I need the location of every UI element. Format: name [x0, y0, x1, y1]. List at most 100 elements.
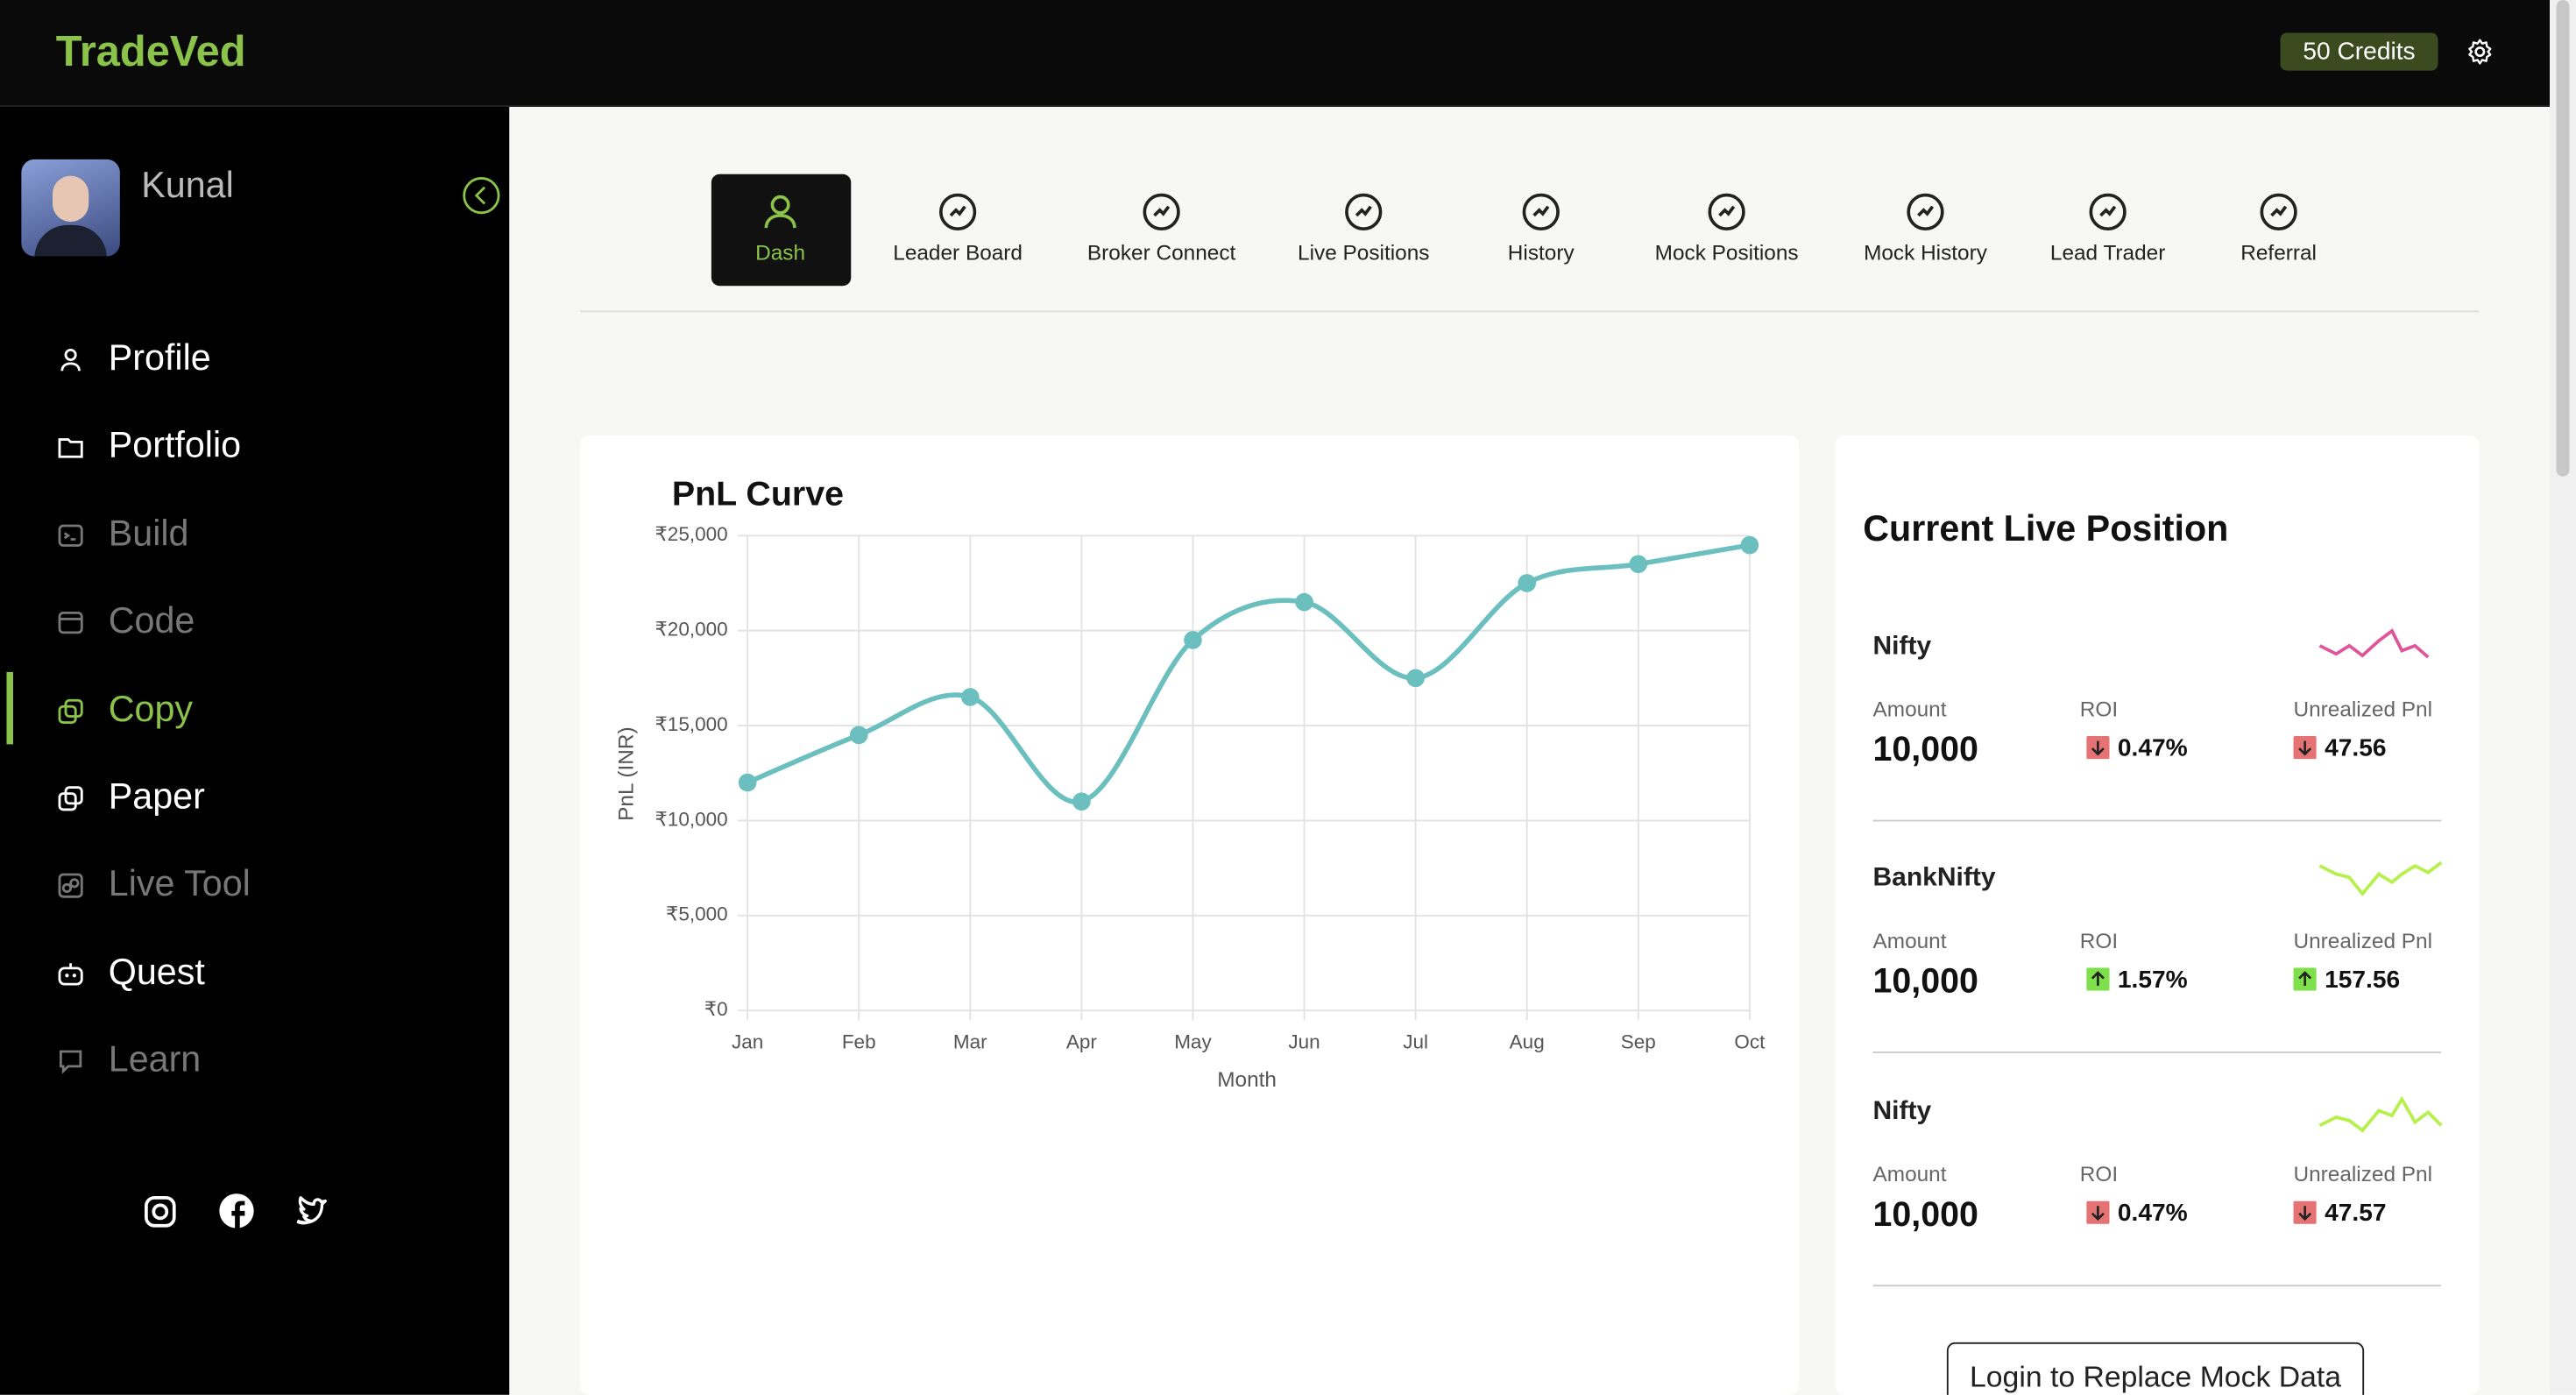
- x-axis-label: Month: [1217, 1068, 1277, 1092]
- twitter-icon[interactable]: [296, 1196, 327, 1225]
- tab[interactable]: Leader Board: [867, 174, 1048, 287]
- sidebar: [0, 106, 510, 1395]
- nav-item[interactable]: Portfolio: [56, 421, 450, 471]
- icon: [764, 195, 796, 229]
- social-icons: [145, 1193, 327, 1229]
- position-divider: [1872, 1052, 2442, 1054]
- nav-label: Profile: [108, 336, 211, 379]
- login-button[interactable]: Login to Replace Mock Data: [1946, 1342, 2365, 1395]
- pnl-value: 47.56: [2293, 734, 2387, 762]
- amount-label: Amount: [1872, 1160, 1947, 1186]
- roi-value: 0.47%: [2086, 734, 2188, 762]
- nav-item[interactable]: Build: [56, 509, 450, 558]
- icon: [1907, 193, 1944, 230]
- nav-label: Build: [108, 512, 189, 554]
- direction-arrow: [2293, 967, 2317, 992]
- x-tick-label: Jun: [1288, 1031, 1320, 1053]
- x-tick-label: Aug: [1510, 1031, 1545, 1053]
- amount-value: 10,000: [1872, 731, 1978, 769]
- roi-label: ROI: [2079, 697, 2119, 722]
- y-axis-label: PnL (INR): [615, 726, 639, 820]
- credits-badge[interactable]: 50 Credits: [2280, 32, 2438, 71]
- y-tick-label: ₹15,000: [655, 713, 727, 735]
- direction-arrow: [2086, 967, 2110, 992]
- tab[interactable]: Broker Connect: [1072, 174, 1252, 287]
- pnl-line: [747, 542, 1751, 805]
- nav-label: Live Tool: [108, 863, 251, 904]
- icon: [58, 438, 83, 459]
- tab-label: Referral: [2240, 239, 2317, 265]
- live-position-panel: Current Live Position Login to Replace M…: [1835, 435, 2480, 1395]
- data-point: [1406, 669, 1425, 688]
- roi-label: ROI: [2079, 1160, 2119, 1186]
- position-name: Nifty: [1872, 1096, 1932, 1125]
- y-tick-label: ₹5,000: [666, 903, 728, 925]
- pnl-label: Unrealized Pnl: [2293, 928, 2433, 954]
- settings-icon[interactable]: [2466, 38, 2494, 66]
- pnl-text: 47.57: [2325, 1198, 2387, 1227]
- facebook-icon[interactable]: [219, 1193, 254, 1229]
- tab[interactable]: Referral: [2189, 174, 2369, 287]
- nav-item[interactable]: Profile: [56, 334, 450, 383]
- nav-item[interactable]: Learn: [56, 1036, 450, 1085]
- roi-value: 1.57%: [2086, 967, 2188, 995]
- chart-title: PnL Curve: [672, 475, 844, 513]
- x-tick-label: Feb: [842, 1031, 876, 1053]
- data-point: [960, 688, 980, 706]
- icon: [58, 786, 83, 811]
- nav-item[interactable]: Copy: [56, 684, 450, 733]
- icon: [1143, 193, 1180, 230]
- pnl-text: 47.56: [2325, 734, 2387, 762]
- collapse-button[interactable]: [462, 176, 501, 216]
- nav-item[interactable]: Code: [56, 597, 450, 646]
- nav-label: Portfolio: [108, 424, 242, 466]
- data-point: [1295, 592, 1313, 612]
- tab[interactable]: Dash: [710, 173, 851, 287]
- icon: [60, 348, 81, 372]
- tab[interactable]: Lead Trader: [2018, 174, 2198, 287]
- direction-arrow: [2293, 736, 2317, 760]
- logo[interactable]: TradeVed: [55, 26, 246, 76]
- roi-text: 0.47%: [2117, 1198, 2188, 1227]
- nav-label: Copy: [108, 687, 194, 729]
- direction-arrow: [2086, 1200, 2110, 1224]
- position-divider: [1872, 819, 2442, 822]
- scroll-thumb[interactable]: [2556, 0, 2570, 477]
- icon: [1522, 193, 1560, 230]
- icon: [1345, 193, 1383, 230]
- nav-item[interactable]: Quest: [56, 947, 450, 996]
- direction-arrow: [2086, 736, 2110, 760]
- amount-value: 10,000: [1872, 1195, 1978, 1234]
- icon: [939, 193, 977, 230]
- position-divider: [1872, 1284, 2442, 1286]
- sparkline: [2318, 1095, 2443, 1133]
- icon: [58, 962, 83, 986]
- tab[interactable]: History: [1451, 174, 1631, 287]
- icon: [2089, 193, 2127, 230]
- nav-label: Learn: [108, 1038, 202, 1080]
- data-point: [1184, 631, 1202, 649]
- icon: [58, 698, 83, 724]
- tab[interactable]: Live Positions: [1273, 174, 1454, 287]
- tab-label: Dash: [755, 239, 806, 265]
- position-name: BankNifty: [1872, 864, 1996, 893]
- tab-label: Mock Positions: [1654, 239, 1799, 265]
- icon: [1708, 193, 1745, 230]
- data-point: [849, 726, 868, 745]
- tab-divider: [579, 310, 2480, 313]
- nav-item[interactable]: Live Tool: [56, 860, 450, 909]
- icon: [58, 874, 83, 899]
- tab-label: Leader Board: [893, 239, 1023, 265]
- active-indicator: [6, 671, 13, 745]
- chart-panel: PnL Curve Month PnL (INR) ₹0 ₹5,000 ₹10,00…: [579, 435, 1800, 1395]
- x-tick-label: Jul: [1403, 1031, 1428, 1053]
- icon: [58, 612, 83, 634]
- data-point: [738, 773, 757, 792]
- tab[interactable]: Mock Positions: [1637, 174, 1817, 287]
- tab-label: Broker Connect: [1086, 239, 1236, 265]
- nav-label: Paper: [108, 775, 205, 817]
- instagram-icon[interactable]: [145, 1196, 176, 1228]
- roi-value: 0.47%: [2086, 1198, 2188, 1227]
- tab[interactable]: Mock History: [1835, 174, 2015, 287]
- nav-item[interactable]: Paper: [56, 772, 450, 821]
